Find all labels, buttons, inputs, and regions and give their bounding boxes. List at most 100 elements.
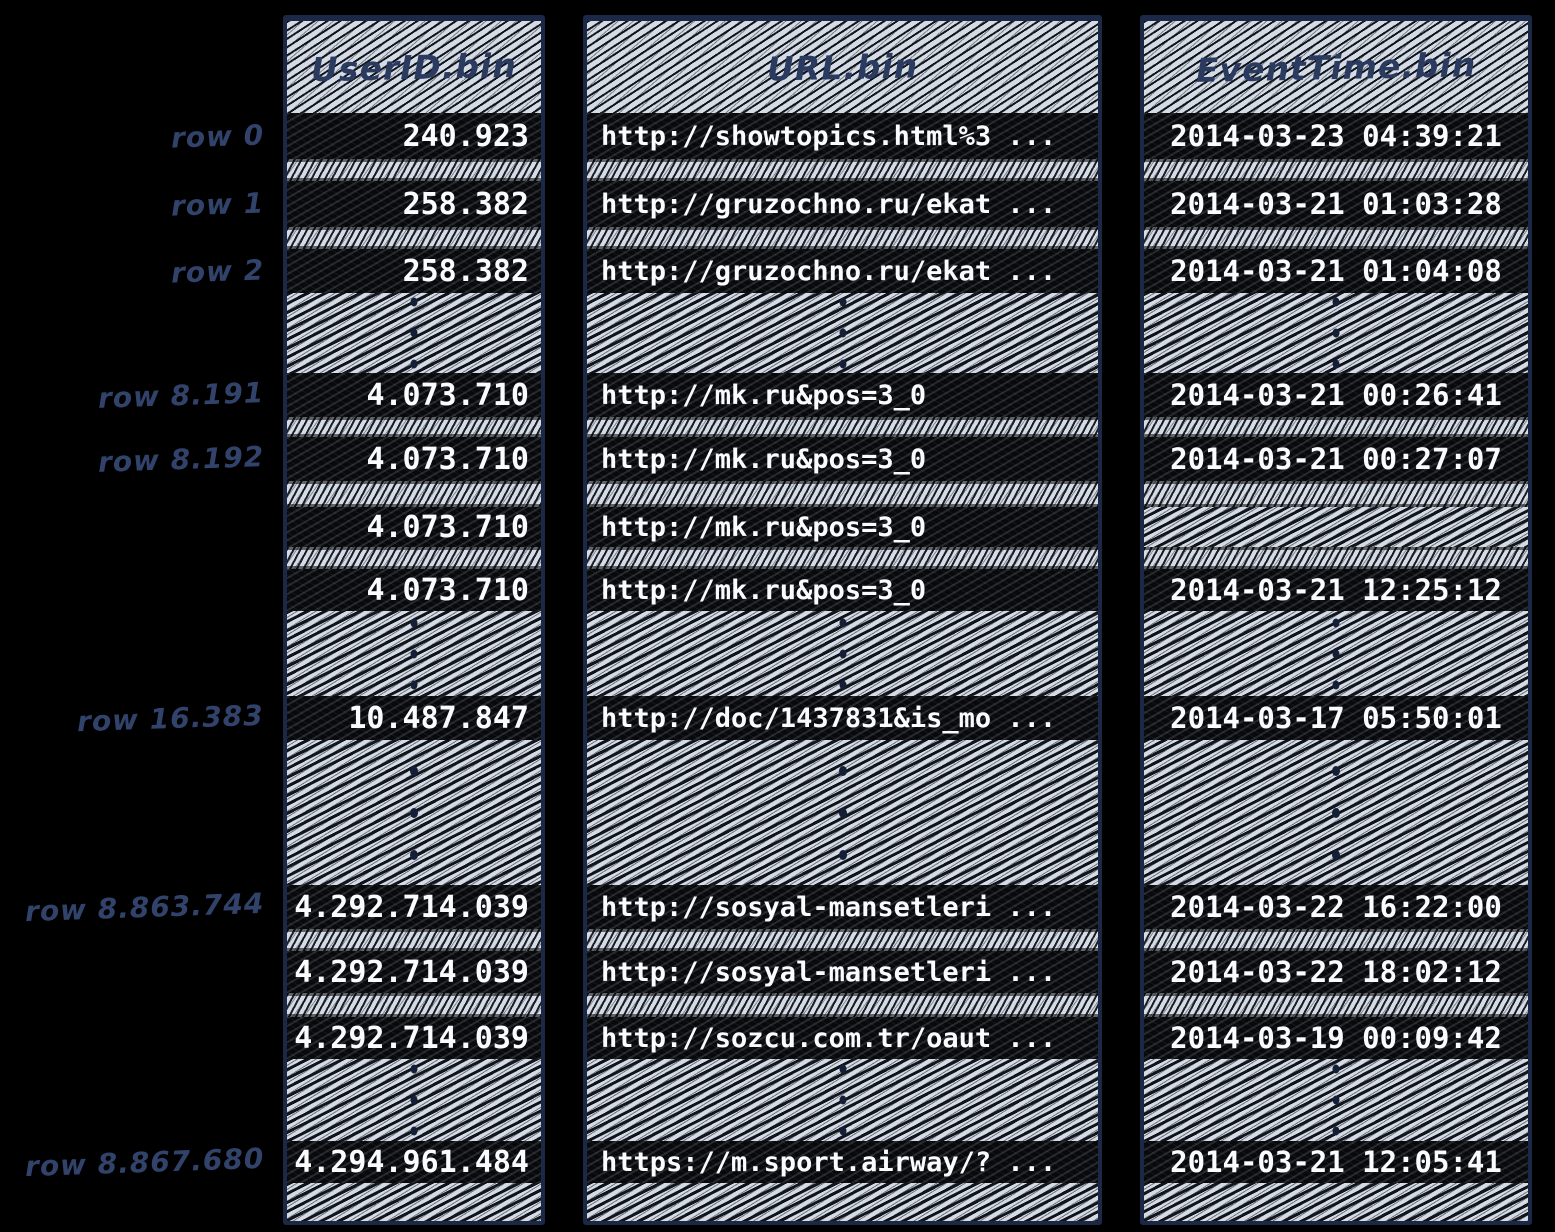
ellipsis-dot	[1332, 649, 1340, 658]
value-cell-user_id: 4.294.961.484	[287, 1141, 541, 1183]
value-cell-url: http://mk.ru&pos=3_0	[587, 507, 1098, 547]
label-slot	[0, 611, 272, 696]
header-spacer	[0, 21, 272, 113]
column-title: URL.bin	[766, 45, 919, 89]
ellipsis-dot	[839, 618, 846, 627]
cell-value: 2014-03-22 16:22:00	[1170, 890, 1502, 924]
value-cell-url: http://gruzochno.ru/ekat ...	[587, 249, 1098, 293]
label-slot	[0, 507, 272, 547]
hatch-strip	[587, 481, 1098, 507]
hatch-gap	[587, 293, 1098, 373]
vertical-ellipsis	[410, 765, 418, 860]
hatch-gap	[1144, 740, 1528, 885]
hatch-strip	[587, 929, 1098, 951]
value-cell-event_time: 2014-03-21 00:26:41	[1144, 373, 1528, 417]
value-cell-user_id: 4.073.710	[287, 437, 541, 481]
hatch-strip	[1144, 227, 1528, 249]
row-label: row 8.191	[97, 375, 265, 415]
row-label: row 16.383	[76, 698, 265, 738]
hatch-strip	[1144, 547, 1528, 569]
column-userid-bin: UserID.bin 240.923 258.382 258.382 4.073.71…	[283, 15, 545, 1225]
hatch-strip	[287, 993, 541, 1017]
value-cell-url: https://m.sport.airway/? ...	[587, 1141, 1098, 1183]
value-cell-event_time: 2014-03-22 16:22:00	[1144, 885, 1528, 929]
label-slot: row 8.191	[0, 373, 272, 417]
cell-value: 4.292.714.039	[294, 889, 529, 925]
ellipsis-dot	[410, 618, 418, 627]
label-slot	[0, 481, 272, 507]
value-cell-url: http://mk.ru&pos=3_0	[587, 569, 1098, 611]
cell-value: 2014-03-21 00:27:07	[1170, 442, 1502, 476]
value-cell-user_id: 4.073.710	[287, 569, 541, 611]
value-cell-user_id: 10.487.847	[287, 696, 541, 740]
ellipsis-dot	[839, 680, 846, 689]
hatch-gap	[587, 1059, 1098, 1141]
vertical-ellipsis	[1332, 297, 1340, 369]
vertical-ellipsis	[1332, 1064, 1340, 1136]
cell-value: 258.382	[402, 186, 529, 222]
hatch-strip	[587, 227, 1098, 249]
value-cell-event_time: 2014-03-21 00:27:07	[1144, 437, 1528, 481]
label-slot	[0, 951, 272, 993]
cell-value: 4.294.961.484	[294, 1144, 529, 1180]
ellipsis-dot	[839, 297, 846, 307]
column-title: UserID.bin	[310, 45, 518, 89]
ellipsis-dot	[1332, 359, 1340, 369]
ellipsis-dot	[410, 765, 418, 776]
label-slot: row 8.867.680	[0, 1141, 272, 1183]
cell-value: 258.382	[402, 253, 529, 289]
ellipsis-dot	[410, 328, 418, 338]
value-cell-url: http://mk.ru&pos=3_0	[587, 437, 1098, 481]
cell-value: 4.073.710	[366, 509, 529, 545]
value-cell-user_id: 4.292.714.039	[287, 885, 541, 929]
row-label: row 2	[170, 252, 265, 290]
hatch-gap	[1144, 611, 1528, 696]
cell-value: 2014-03-21 01:03:28	[1170, 187, 1502, 221]
value-cell-event_time: 2014-03-19 00:09:42	[1144, 1017, 1528, 1059]
cell-value: 2014-03-21 12:25:12	[1170, 573, 1502, 607]
cell-value: http://showtopics.html%3 ...	[601, 120, 1057, 152]
cell-value: 240.923	[402, 118, 529, 154]
label-slot	[0, 417, 272, 437]
value-cell-url: http://showtopics.html%3 ...	[587, 113, 1098, 159]
hatch-strip	[287, 227, 541, 249]
value-cell-user_id: 258.382	[287, 249, 541, 293]
label-slot	[0, 993, 272, 1017]
hatch-gap	[1144, 1059, 1528, 1141]
value-cell-user_id: 4.073.710	[287, 373, 541, 417]
ellipsis-dot	[839, 1095, 846, 1105]
row-label: row 1	[170, 185, 265, 223]
ellipsis-dot	[838, 849, 847, 860]
row-label: row 0	[170, 117, 265, 155]
ellipsis-dot	[410, 297, 418, 307]
hatch-gap	[287, 1183, 541, 1221]
cell-value: 2014-03-21 01:04:08	[1170, 254, 1502, 288]
hatch-strip	[1144, 481, 1528, 507]
cell-value: http://sozcu.com.tr/oaut ...	[601, 1022, 1057, 1054]
hatch-strip	[1144, 417, 1528, 437]
ellipsis-dot	[1332, 618, 1340, 627]
hatch-strip	[587, 417, 1098, 437]
cell-value: http://gruzochno.ru/ekat ...	[601, 188, 1057, 220]
column-body-userid: 240.923 258.382 258.382 4.073.710 4.073.710 4…	[287, 113, 541, 1221]
cell-value: http://mk.ru&pos=3_0	[601, 511, 927, 543]
ellipsis-dot	[1332, 1095, 1340, 1105]
ellipsis-dot	[410, 1095, 418, 1105]
vertical-ellipsis	[410, 618, 418, 689]
cell-value: 2014-03-21 12:05:41	[1170, 1145, 1502, 1179]
hatch-gap	[287, 740, 541, 885]
vertical-ellipsis	[839, 297, 846, 369]
hatch-strip	[287, 547, 541, 569]
hatch-gap	[587, 740, 1098, 885]
ellipsis-dot	[1332, 1064, 1340, 1074]
cell-value: http://mk.ru&pos=3_0	[601, 379, 927, 411]
value-cell-event_time: 2014-03-21 12:05:41	[1144, 1141, 1528, 1183]
hatch-gap	[1144, 293, 1528, 373]
column-header-eventtime: EventTime.bin	[1144, 21, 1528, 113]
cell-value: http://gruzochno.ru/ekat ...	[601, 255, 1057, 287]
ellipsis-dot	[1332, 765, 1340, 776]
ellipsis-dot	[839, 359, 846, 369]
hatch-strip	[287, 929, 541, 951]
cell-value: 4.073.710	[366, 441, 529, 477]
value-cell-url: http://gruzochno.ru/ekat ...	[587, 181, 1098, 227]
